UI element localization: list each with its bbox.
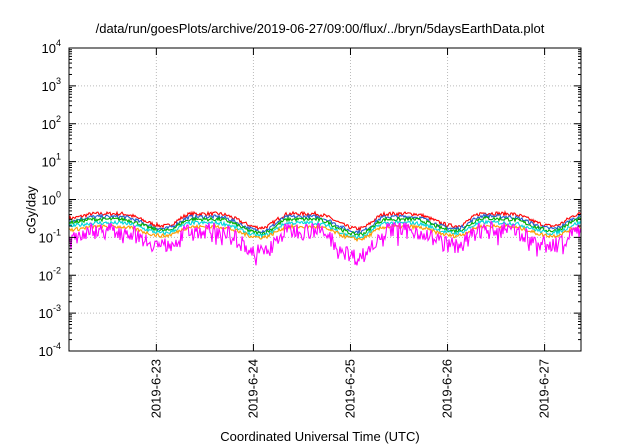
- grid: [69, 48, 581, 351]
- x-tick-label: 2019-6-26: [440, 359, 455, 418]
- y-tick-label: 10-1: [39, 227, 61, 245]
- series-line-orange: [68, 222, 582, 242]
- y-tick-label: 103: [42, 76, 61, 94]
- y-axis-label: cGy/day: [23, 186, 39, 234]
- series-group: [68, 209, 582, 266]
- y-tick-label: 10-4: [39, 341, 61, 359]
- y-tick-label: 100: [42, 190, 61, 208]
- y-tick-label: 101: [42, 152, 61, 170]
- x-tick-label: 2019-6-23: [148, 359, 163, 418]
- series-line-magenta: [68, 220, 582, 266]
- chart-title: /data/run/goesPlots/archive/2019-06-27/0…: [95, 21, 545, 36]
- y-tick-label: 104: [42, 38, 61, 56]
- y-tick-label: 10-3: [39, 303, 61, 321]
- series-line-cyan: [68, 219, 582, 241]
- series-line-blue: [68, 212, 582, 236]
- y-tick-label: 102: [42, 114, 61, 132]
- x-axis-label: Coordinated Universal Time (UTC): [220, 429, 420, 444]
- y-tick-label: 10-2: [39, 265, 61, 283]
- x-tick-label: 2019-6-24: [245, 359, 260, 418]
- series-line-green: [68, 215, 582, 237]
- x-tick-label: 2019-6-25: [342, 359, 357, 418]
- x-tick-label: 2019-6-27: [537, 359, 552, 418]
- series-line-red: [68, 209, 582, 232]
- axis-ticks: 10-4 10-3 10-2 10-1 100 101 102 103 104 2019-6-23…: [39, 38, 581, 418]
